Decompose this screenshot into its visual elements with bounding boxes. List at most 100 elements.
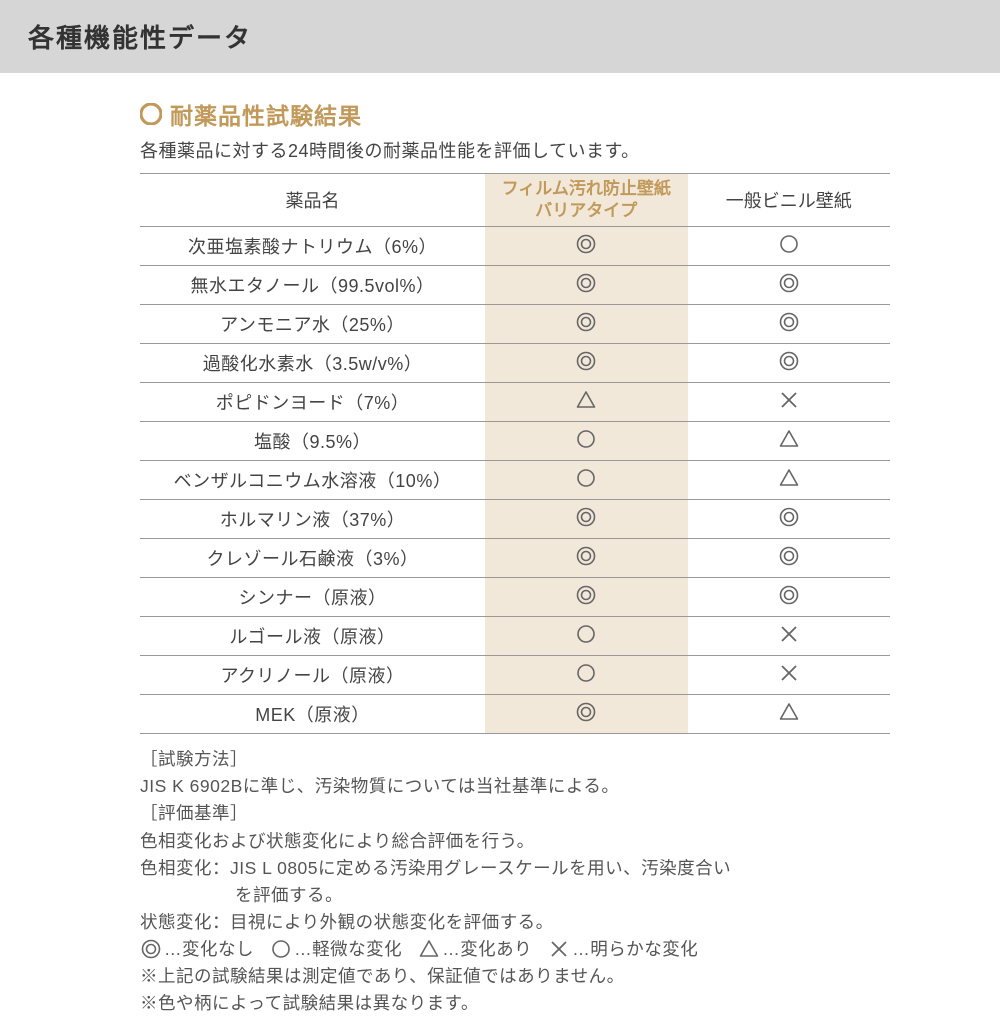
section-title: 耐薬品性試験結果 bbox=[140, 97, 890, 131]
note-line: 状態変化：目視により外観の状態変化を評価する。 bbox=[140, 909, 890, 936]
table-row: ベンザルコニウム水溶液（10%） bbox=[140, 461, 890, 500]
table-row: 過酸化水素水（3.5w/v%） bbox=[140, 344, 890, 383]
rating-icon bbox=[575, 701, 597, 723]
note-line: ※上記の試験結果は測定値であり、保証値ではありません。 bbox=[140, 963, 890, 990]
note-line: ※色や柄によって試験結果は異なります。 bbox=[140, 990, 890, 1017]
data-table: 薬品名 フィルム汚れ防止壁紙 バリアタイプ 一般ビニル壁紙 次亜塩素酸ナトリウム… bbox=[140, 173, 890, 734]
rating-icon bbox=[778, 428, 800, 450]
rating-icon bbox=[575, 233, 597, 255]
cell-col2 bbox=[688, 227, 891, 266]
cell-name: 無水エタノール（99.5vol%） bbox=[140, 266, 485, 305]
note-line: を評価する。 bbox=[140, 882, 890, 909]
rating-icon bbox=[575, 311, 597, 333]
page-title: 各種機能性データ bbox=[28, 23, 252, 53]
rating-icon bbox=[778, 311, 800, 333]
table-row: MEK（原液） bbox=[140, 695, 890, 734]
rating-icon bbox=[575, 272, 597, 294]
cell-col2 bbox=[688, 656, 891, 695]
double-circle-icon bbox=[140, 938, 162, 960]
rating-icon bbox=[575, 467, 597, 489]
cell-col2 bbox=[688, 305, 891, 344]
legend-line: …変化なし …軽微な変化 …変化あり …明らかな変化 bbox=[140, 936, 890, 963]
cell-col1 bbox=[485, 617, 688, 656]
intro-text: 各種薬品に対する24時間後の耐薬品性能を評価しています。 bbox=[140, 137, 890, 163]
cell-col2 bbox=[688, 422, 891, 461]
col-header-name: 薬品名 bbox=[140, 174, 485, 227]
cell-name: シンナー（原液） bbox=[140, 578, 485, 617]
cross-icon bbox=[548, 938, 570, 960]
rating-icon bbox=[778, 623, 800, 645]
cell-name: 塩酸（9.5%） bbox=[140, 422, 485, 461]
cell-name: 次亜塩素酸ナトリウム（6%） bbox=[140, 227, 485, 266]
cell-col2 bbox=[688, 539, 891, 578]
cell-col2 bbox=[688, 266, 891, 305]
note-line: 色相変化および状態変化により総合評価を行う。 bbox=[140, 828, 890, 855]
rating-icon bbox=[778, 506, 800, 528]
cell-col1 bbox=[485, 344, 688, 383]
rating-icon bbox=[575, 350, 597, 372]
cell-name: クレゾール石鹸液（3%） bbox=[140, 539, 485, 578]
bullet-icon bbox=[140, 103, 162, 125]
cell-name: ポピドンヨード（7%） bbox=[140, 383, 485, 422]
table-row: 塩酸（9.5%） bbox=[140, 422, 890, 461]
page-header: 各種機能性データ bbox=[0, 0, 1000, 73]
rating-icon bbox=[778, 662, 800, 684]
cell-col1 bbox=[485, 305, 688, 344]
cell-col1 bbox=[485, 539, 688, 578]
table-row: 次亜塩素酸ナトリウム（6%） bbox=[140, 227, 890, 266]
single-circle-icon bbox=[270, 938, 292, 960]
cell-col1 bbox=[485, 461, 688, 500]
table-header-row: 薬品名 フィルム汚れ防止壁紙 バリアタイプ 一般ビニル壁紙 bbox=[140, 174, 890, 227]
table-row: クレゾール石鹸液（3%） bbox=[140, 539, 890, 578]
cell-name: ルゴール液（原液） bbox=[140, 617, 485, 656]
table-row: アンモニア水（25%） bbox=[140, 305, 890, 344]
cell-name: 過酸化水素水（3.5w/v%） bbox=[140, 344, 485, 383]
rating-icon bbox=[778, 701, 800, 723]
note-line: 色相変化：JIS L 0805に定める汚染用グレースケールを用い、汚染度合い bbox=[140, 855, 890, 882]
col-header-1: フィルム汚れ防止壁紙 バリアタイプ bbox=[485, 174, 688, 227]
rating-icon bbox=[575, 389, 597, 411]
rating-icon bbox=[575, 545, 597, 567]
cell-col2 bbox=[688, 383, 891, 422]
cell-col2 bbox=[688, 617, 891, 656]
table-row: シンナー（原液） bbox=[140, 578, 890, 617]
table-row: ホルマリン液（37%） bbox=[140, 500, 890, 539]
note-line: ［評価基準］ bbox=[140, 800, 890, 827]
rating-icon bbox=[778, 584, 800, 606]
cell-name: ホルマリン液（37%） bbox=[140, 500, 485, 539]
rating-icon bbox=[778, 233, 800, 255]
cell-col1 bbox=[485, 656, 688, 695]
cell-col1 bbox=[485, 500, 688, 539]
cell-name: アクリノール（原液） bbox=[140, 656, 485, 695]
notes-block: ［試験方法］ JIS K 6902Bに準じ、汚染物質については当社基準による。 … bbox=[140, 746, 890, 1017]
rating-icon bbox=[575, 428, 597, 450]
cell-name: MEK（原液） bbox=[140, 695, 485, 734]
cell-col2 bbox=[688, 695, 891, 734]
cell-name: アンモニア水（25%） bbox=[140, 305, 485, 344]
rating-icon bbox=[778, 467, 800, 489]
cell-col2 bbox=[688, 344, 891, 383]
cell-col2 bbox=[688, 461, 891, 500]
cell-col1 bbox=[485, 266, 688, 305]
section-title-text: 耐薬品性試験結果 bbox=[170, 97, 362, 131]
rating-icon bbox=[575, 623, 597, 645]
cell-col1 bbox=[485, 578, 688, 617]
table-row: ポピドンヨード（7%） bbox=[140, 383, 890, 422]
content-area: 耐薬品性試験結果 各種薬品に対する24時間後の耐薬品性能を評価しています。 薬品… bbox=[0, 73, 1000, 1017]
triangle-icon bbox=[418, 938, 440, 960]
cell-col2 bbox=[688, 578, 891, 617]
rating-icon bbox=[575, 584, 597, 606]
note-line: ［試験方法］ bbox=[140, 746, 890, 773]
note-line: JIS K 6902Bに準じ、汚染物質については当社基準による。 bbox=[140, 773, 890, 800]
cell-col1 bbox=[485, 422, 688, 461]
cell-col1 bbox=[485, 695, 688, 734]
table-row: アクリノール（原液） bbox=[140, 656, 890, 695]
cell-col2 bbox=[688, 500, 891, 539]
rating-icon bbox=[778, 545, 800, 567]
rating-icon bbox=[778, 350, 800, 372]
table-row: 無水エタノール（99.5vol%） bbox=[140, 266, 890, 305]
rating-icon bbox=[575, 662, 597, 684]
cell-name: ベンザルコニウム水溶液（10%） bbox=[140, 461, 485, 500]
rating-icon bbox=[778, 389, 800, 411]
col-header-2: 一般ビニル壁紙 bbox=[688, 174, 891, 227]
